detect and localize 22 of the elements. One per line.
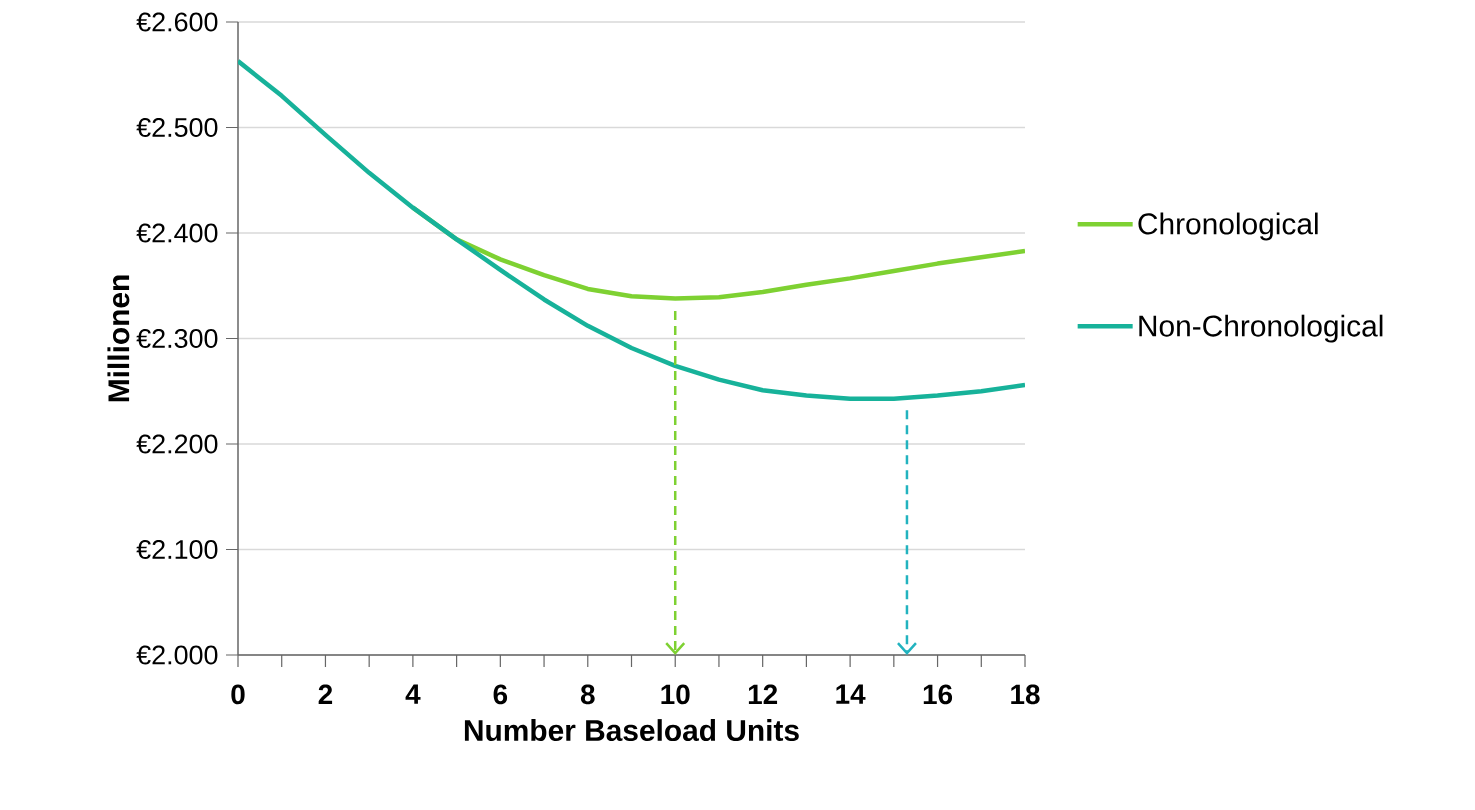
legend-label: Non-Chronological	[1139, 314, 1383, 343]
x-tick-label: 16	[923, 684, 953, 705]
y-axis-title: Millionen	[107, 275, 130, 402]
x-tick-label: 10	[661, 684, 690, 705]
x-tick-label: 6	[493, 684, 508, 705]
x-tick-label: 2	[318, 684, 333, 704]
y-tick-label: €2.100	[136, 539, 218, 560]
y-tick-label: €2.400	[136, 223, 218, 243]
y-tick-label: €2.000	[136, 645, 218, 665]
x-axis-title: Number Baseload Units	[464, 719, 799, 742]
x-tick-label: 8	[580, 684, 595, 705]
y-tick-label: €2.500	[136, 117, 218, 138]
x-tick-label: 18	[1011, 684, 1040, 705]
x-tick-label: 0	[231, 684, 245, 705]
y-tick-label: €2.300	[136, 328, 218, 349]
x-tick-label: 12	[748, 684, 778, 704]
y-tick-label: €2.200	[136, 434, 218, 454]
x-tick-label: 4	[405, 684, 421, 704]
x-tick-label: 14	[836, 684, 866, 704]
line-series	[238, 58, 1026, 401]
legend-label: Chronological	[1138, 212, 1318, 241]
y-tick-label: €2.600	[136, 12, 218, 32]
